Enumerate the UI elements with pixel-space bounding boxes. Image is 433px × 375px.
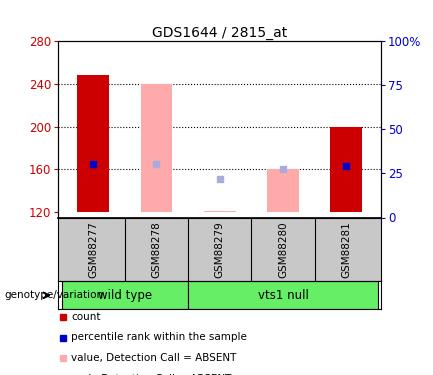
Text: GSM88277: GSM88277 (88, 221, 98, 278)
Bar (330, 127, 362, 212)
Bar (267, 170, 299, 212)
Bar (78, 75, 109, 212)
Text: genotype/variation: genotype/variation (4, 290, 103, 300)
Bar (141, 84, 172, 212)
Bar (61, 281, 188, 309)
Title: GDS1644 / 2815_at: GDS1644 / 2815_at (152, 26, 288, 40)
Text: rank, Detection Call = ABSENT: rank, Detection Call = ABSENT (71, 374, 232, 375)
Text: value, Detection Call = ABSENT: value, Detection Call = ABSENT (71, 353, 237, 363)
Bar (204, 211, 236, 212)
Text: percentile rank within the sample: percentile rank within the sample (71, 333, 247, 342)
Text: GSM88279: GSM88279 (215, 221, 225, 278)
Text: GSM88278: GSM88278 (152, 221, 162, 278)
Text: wild type: wild type (98, 289, 152, 302)
Text: count: count (71, 312, 101, 322)
Text: vts1 null: vts1 null (258, 289, 308, 302)
Bar (188, 281, 378, 309)
Text: GSM88281: GSM88281 (341, 221, 351, 278)
Text: GSM88280: GSM88280 (278, 221, 288, 278)
